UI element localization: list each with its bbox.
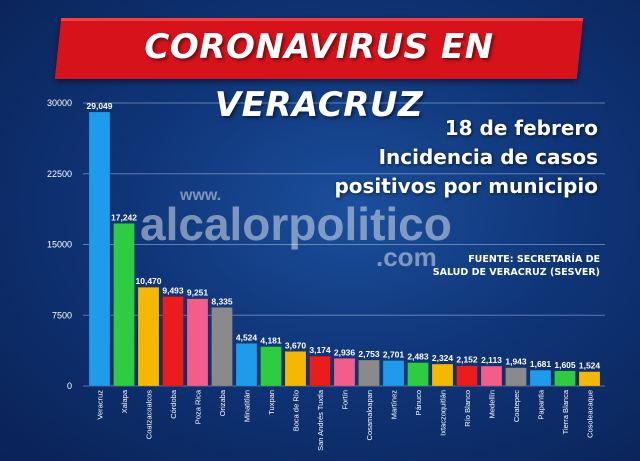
data-label: 2,324 xyxy=(432,353,454,363)
bar xyxy=(431,363,454,387)
x-tick-label: Boca de Río xyxy=(292,390,301,431)
bar xyxy=(456,365,478,387)
bar xyxy=(382,360,405,387)
date-label: 18 de febrero xyxy=(444,116,598,140)
data-label: 2,753 xyxy=(358,349,380,359)
watermark-prefix: www. xyxy=(179,187,221,204)
x-tick-label: Minatitlán xyxy=(243,390,252,422)
data-label: 2,152 xyxy=(456,355,478,365)
page-title: CORONAVIRUS EN VERACRUZ xyxy=(144,27,494,125)
x-tick-label: Tierra Blanca xyxy=(561,389,570,434)
bar xyxy=(358,359,380,387)
x-tick-label: Cosamaloapan xyxy=(365,390,374,440)
data-label: 4,524 xyxy=(236,332,258,342)
source-line-2: SALUD DE VERACRUZ (SESVER) xyxy=(432,267,600,278)
y-tick-label: 0 xyxy=(67,381,72,391)
x-tick-label: Tuxpan xyxy=(267,390,276,415)
x-tick-label: Río Blanco xyxy=(463,390,472,427)
x-tick-label: Córdoba xyxy=(169,389,178,419)
bar xyxy=(309,355,331,387)
x-tick-label: Coatzacoalcos xyxy=(145,390,154,439)
x-tick-label: Poza Rica xyxy=(194,389,203,424)
bar xyxy=(480,365,503,387)
data-label: 9,493 xyxy=(162,285,184,295)
bar xyxy=(162,296,184,387)
data-label: 4,181 xyxy=(260,336,282,346)
bar xyxy=(578,371,601,387)
bar xyxy=(235,343,258,387)
y-tick-label: 15000 xyxy=(47,240,72,250)
x-tick-label: Papantla xyxy=(537,389,546,419)
x-tick-label: Ixtaczoquitlán xyxy=(439,390,448,436)
chart-info: 18 de febrero Incidencia de casos positi… xyxy=(334,114,598,201)
bar xyxy=(113,223,135,387)
x-tick-label: Cosoleacaque xyxy=(586,390,595,438)
bar xyxy=(284,351,307,387)
watermark-suffix: .com xyxy=(376,242,437,272)
bar xyxy=(211,307,233,387)
source-note: FUENTE: SECRETARÍA DE SALUD DE VERACRUZ … xyxy=(433,253,600,279)
x-tick-label: San Andrés Tuxtla xyxy=(316,389,325,451)
bar xyxy=(554,370,576,387)
x-tick-label: Fortín xyxy=(341,390,350,410)
subtitle-line-2: positivos por municipio xyxy=(334,174,598,198)
data-label: 2,701 xyxy=(383,350,405,360)
data-label: 3,670 xyxy=(285,340,307,350)
x-tick-label: Veracruz xyxy=(96,390,105,420)
y-tick-label: 30000 xyxy=(47,98,72,108)
bar xyxy=(529,369,552,387)
source-line-1: FUENTE: SECRETARÍA DE xyxy=(468,254,600,265)
data-label: 9,251 xyxy=(187,288,209,298)
bar xyxy=(333,358,356,387)
data-label: 1,681 xyxy=(530,359,552,369)
watermark-logo: www. alcalorpolitico .com xyxy=(140,187,452,272)
data-label: 1,524 xyxy=(579,361,601,371)
bar xyxy=(407,362,429,387)
x-tick-label: Martínez xyxy=(390,390,399,419)
data-label: 1,943 xyxy=(505,357,527,367)
data-label: 10,470 xyxy=(136,276,162,286)
x-tick-label: Coatepec xyxy=(512,390,521,422)
data-label: 3,174 xyxy=(309,345,331,355)
data-label: 2,483 xyxy=(407,352,429,362)
x-tick-label: Medellín xyxy=(488,390,497,418)
bar xyxy=(260,346,282,387)
x-tick-label: Pánuco xyxy=(414,390,423,415)
data-label: 29,049 xyxy=(87,101,113,111)
y-tick-label: 22500 xyxy=(47,169,72,179)
bar xyxy=(505,367,527,387)
x-tick-label: Xalapa xyxy=(120,389,129,413)
data-label: 2,113 xyxy=(481,355,502,365)
data-label: 17,242 xyxy=(111,212,137,222)
data-label: 8,335 xyxy=(211,296,233,306)
bar xyxy=(88,111,111,387)
bar xyxy=(186,298,209,387)
data-label: 1,605 xyxy=(554,360,576,370)
data-label: 2,936 xyxy=(334,347,356,357)
bar xyxy=(137,286,160,387)
watermark-name: alcalorpolitico xyxy=(140,198,452,250)
x-tick-label: Orizaba xyxy=(218,389,227,416)
y-tick-label: 7500 xyxy=(52,310,72,320)
subtitle-line-1: Incidencia de casos xyxy=(378,145,598,169)
